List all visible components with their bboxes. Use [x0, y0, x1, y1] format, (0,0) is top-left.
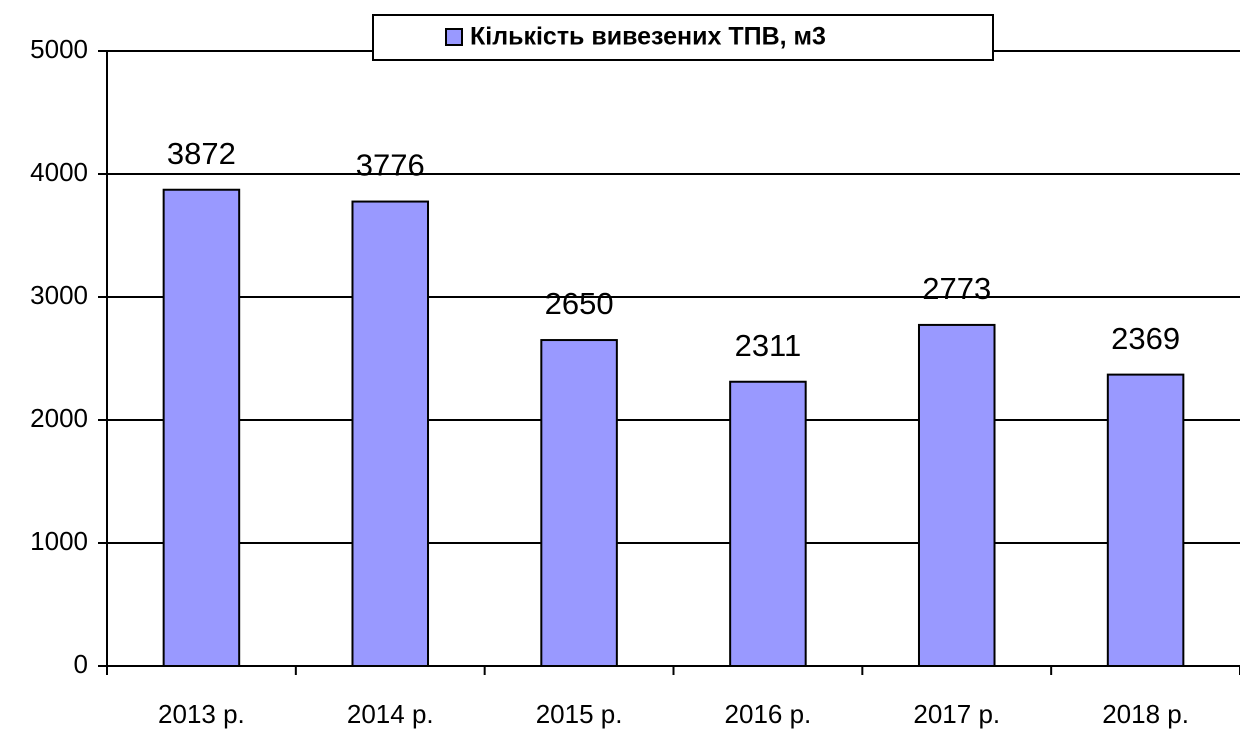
- legend-label: Кількість вивезених ТПВ, м3: [470, 23, 826, 51]
- legend-box: [372, 14, 994, 61]
- x-tick-label: 2016 р.: [725, 699, 812, 729]
- x-tick-label: 2015 р.: [536, 699, 623, 729]
- y-tick-label: 1000: [30, 526, 88, 556]
- bar: [162, 188, 241, 668]
- y-tick-label: 2000: [30, 403, 88, 433]
- bar: [917, 323, 996, 667]
- y-tick-label: 4000: [30, 157, 88, 187]
- data-label: 3872: [167, 136, 236, 171]
- data-label: 2311: [735, 328, 802, 363]
- legend-swatch: [445, 28, 463, 46]
- data-label: 3776: [356, 148, 425, 183]
- bar: [1106, 373, 1185, 667]
- bar: [351, 200, 430, 667]
- x-tick-label: 2014 р.: [347, 699, 434, 729]
- data-label: 2773: [922, 271, 991, 306]
- x-tick-label: 2013 р.: [158, 699, 245, 729]
- x-tick-label: 2018 р.: [1102, 699, 1189, 729]
- y-tick-label: 3000: [30, 280, 88, 310]
- bar: [729, 380, 807, 667]
- y-tick-label: 0: [74, 649, 88, 679]
- data-label: 2650: [545, 286, 614, 321]
- y-tick-label: 5000: [30, 34, 88, 64]
- x-tick-label: 2017 р.: [913, 699, 1000, 729]
- bar: [540, 339, 618, 667]
- data-label: 2369: [1111, 321, 1180, 356]
